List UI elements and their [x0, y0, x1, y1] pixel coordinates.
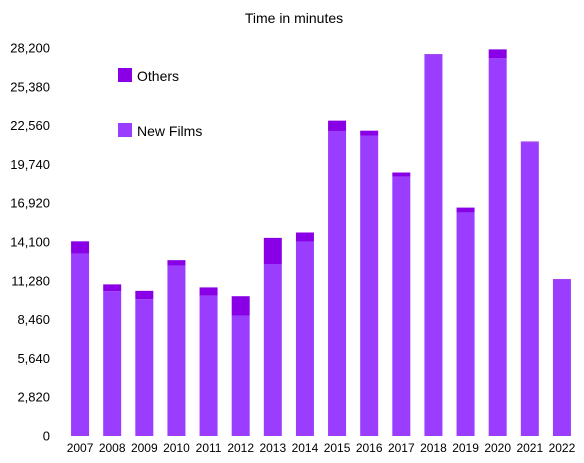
- y-tick-label: 2,820: [17, 390, 50, 405]
- bar-new-films: [456, 212, 475, 436]
- bar-new-films: [360, 135, 379, 436]
- x-tick-label: 2013: [259, 441, 286, 455]
- legend-swatch-others: [118, 68, 132, 82]
- bar-others: [295, 232, 314, 242]
- bar-others: [424, 54, 443, 55]
- legend-label-new-films: New Films: [137, 123, 202, 139]
- bar-new-films: [103, 291, 122, 436]
- x-tick-label: 2010: [163, 441, 190, 455]
- y-tick-label: 22,560: [10, 118, 50, 133]
- x-axis: 2007 2008 2009 2010 2011 2012 2013 2014 2015 2016…: [67, 441, 576, 455]
- bar-new-films: [167, 265, 186, 436]
- bar-others: [456, 207, 475, 213]
- x-tick-label: 2009: [131, 441, 158, 455]
- x-tick-label: 2012: [227, 441, 254, 455]
- chart-title: Time in minutes: [245, 10, 343, 26]
- y-tick-label: 16,920: [10, 196, 50, 211]
- bar-new-films: [520, 142, 539, 436]
- bar-others: [263, 237, 282, 265]
- y-tick-label: 11,280: [11, 273, 50, 288]
- bar-new-films: [552, 279, 571, 436]
- x-tick-label: 2022: [549, 441, 576, 455]
- y-tick-label: 0: [43, 429, 50, 444]
- bar-others: [231, 296, 250, 316]
- bar-new-films: [424, 54, 443, 437]
- bar-others: [103, 284, 122, 292]
- y-tick-label: 14,100: [10, 235, 50, 250]
- x-tick-label: 2020: [484, 441, 511, 455]
- bar-new-films: [328, 130, 347, 437]
- bar-new-films: [135, 299, 154, 436]
- x-tick-label: 2019: [452, 441, 479, 455]
- bar-others: [552, 279, 571, 280]
- bar-new-films: [199, 295, 218, 436]
- y-tick-label: 28,200: [10, 41, 50, 56]
- x-tick-label: 2015: [324, 441, 351, 455]
- bar-others: [135, 290, 154, 300]
- bar-others: [328, 120, 347, 131]
- legend: Others New Films: [118, 68, 202, 139]
- bar-new-films: [488, 58, 507, 436]
- x-tick-label: 2014: [292, 441, 319, 455]
- legend-label-others: Others: [137, 68, 179, 84]
- legend-swatch-new-films: [118, 123, 132, 137]
- y-tick-label: 5,640: [17, 351, 50, 366]
- bar-others: [71, 241, 90, 254]
- bar-others: [488, 49, 507, 59]
- x-tick-label: 2007: [67, 441, 94, 455]
- bar-new-films: [295, 241, 314, 436]
- y-tick-label: 25,380: [10, 79, 50, 94]
- bar-new-films: [263, 264, 282, 436]
- y-axis: 0 2,820 5,640 8,460 11,280 14,100 16,920 19,740…: [10, 41, 50, 444]
- bar-others: [167, 260, 186, 266]
- bar-others: [520, 141, 539, 143]
- x-tick-label: 2021: [516, 441, 543, 455]
- bar-others: [199, 287, 218, 296]
- x-tick-label: 2018: [420, 441, 447, 455]
- y-tick-label: 8,460: [17, 312, 50, 327]
- x-tick-label: 2011: [196, 441, 222, 455]
- bar-new-films: [231, 315, 250, 436]
- bars: [71, 49, 571, 437]
- bar-new-films: [71, 253, 90, 436]
- bar-new-films: [392, 176, 411, 436]
- x-tick-label: 2008: [99, 441, 126, 455]
- bar-others: [360, 130, 379, 136]
- bar-others: [392, 172, 411, 177]
- x-tick-label: 2016: [356, 441, 383, 455]
- y-tick-label: 19,740: [10, 157, 50, 172]
- x-tick-label: 2017: [388, 441, 415, 455]
